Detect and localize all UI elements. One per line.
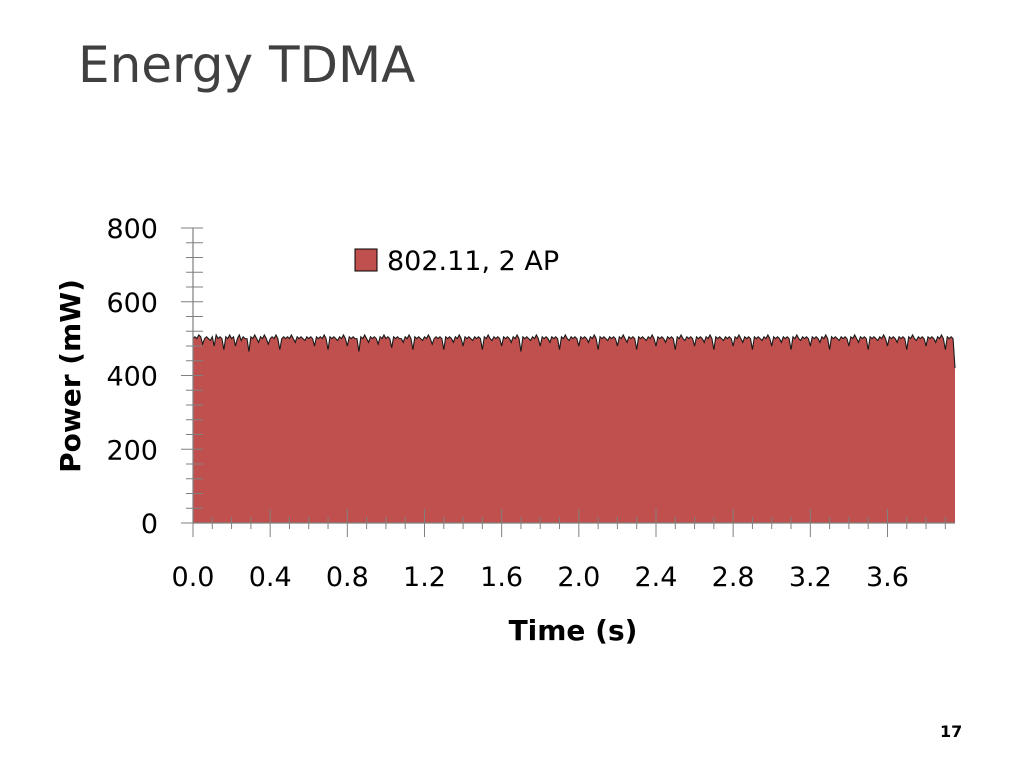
x-tick-label: 1.6 <box>480 562 523 593</box>
x-tick-label: 3.2 <box>789 562 832 593</box>
series-outline <box>192 333 956 369</box>
slide-title: Energy TDMA <box>78 36 416 94</box>
legend-label: 802.11, 2 AP <box>387 246 559 277</box>
x-axis-title: Time (s) <box>509 614 638 647</box>
series-area <box>193 334 955 523</box>
y-tick-label: 600 <box>106 288 158 319</box>
ticks-layer: 0 200 400 600 800 0.0 0.4 0.8 1.2 1.6 2.0 2.4 2.8 3.2… <box>106 214 909 593</box>
x-tick-label: 0.0 <box>172 562 215 593</box>
y-tick-label: 0 <box>141 509 158 540</box>
x-tick-label: 2.4 <box>635 562 678 593</box>
y-tick-label: 800 <box>106 214 158 245</box>
slide-number: 17 <box>940 722 963 741</box>
y-tick-label: 200 <box>106 435 158 466</box>
legend: 802.11, 2 AP <box>354 246 559 277</box>
x-tick-label: 2.8 <box>712 562 755 593</box>
legend-swatch <box>354 248 378 272</box>
y-tick-label: 400 <box>106 362 158 393</box>
axes-layer <box>181 227 955 537</box>
area-layer <box>192 333 956 523</box>
x-tick-label: 0.4 <box>249 562 292 593</box>
x-tick-label: 0.8 <box>326 562 369 593</box>
x-tick-label: 3.6 <box>866 562 909 593</box>
x-tick-label: 2.0 <box>557 562 600 593</box>
y-axis-title: Power (mW) <box>54 279 87 473</box>
x-tick-label: 1.2 <box>403 562 446 593</box>
